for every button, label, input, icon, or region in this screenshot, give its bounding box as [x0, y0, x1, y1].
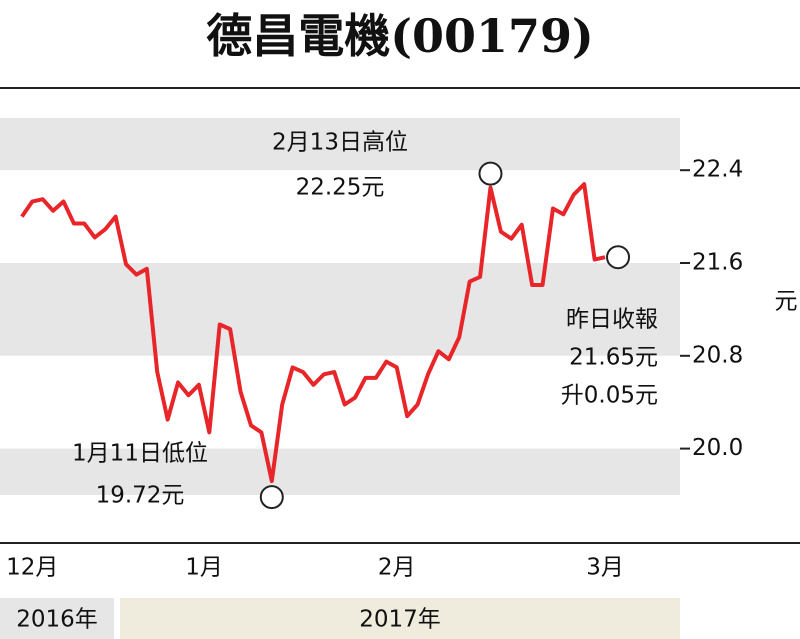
point-marker [478, 161, 503, 186]
annotation: 昨日收報 [566, 307, 658, 333]
x-tick-label: 3月 [586, 555, 624, 581]
annotation: 1月11日低位 [72, 441, 208, 467]
annotation: 19.72元 [96, 483, 185, 509]
annotation: 升0.05元 [561, 383, 658, 409]
annotation: 2月13日高位 [272, 130, 408, 156]
point-marker [259, 485, 284, 510]
x-tick-label: 12月 [6, 555, 58, 581]
y-tick-label: 20.0 [692, 435, 743, 461]
year-band [120, 598, 680, 639]
annotation: 22.25元 [296, 175, 385, 201]
y-tick-label: 20.8 [692, 342, 743, 368]
x-tick-label: 2月 [378, 555, 416, 581]
point-marker [606, 245, 631, 270]
y-tick-label: 22.4 [692, 157, 743, 183]
plot-band [0, 118, 680, 171]
year-label: 2017年 [359, 607, 441, 633]
annotation: 21.65元 [569, 345, 658, 371]
y-axis-label: 元 [775, 289, 798, 315]
price-line [20, 182, 606, 484]
chart-title: 德昌電機(00179) [206, 9, 594, 63]
plot-band [0, 263, 680, 356]
y-tick-label: 21.6 [692, 250, 743, 276]
plot-band [0, 448, 680, 495]
year-label: 2016年 [16, 607, 98, 633]
plot-bands [0, 118, 680, 495]
x-tick-label: 1月 [185, 555, 223, 581]
year-band [0, 598, 114, 639]
